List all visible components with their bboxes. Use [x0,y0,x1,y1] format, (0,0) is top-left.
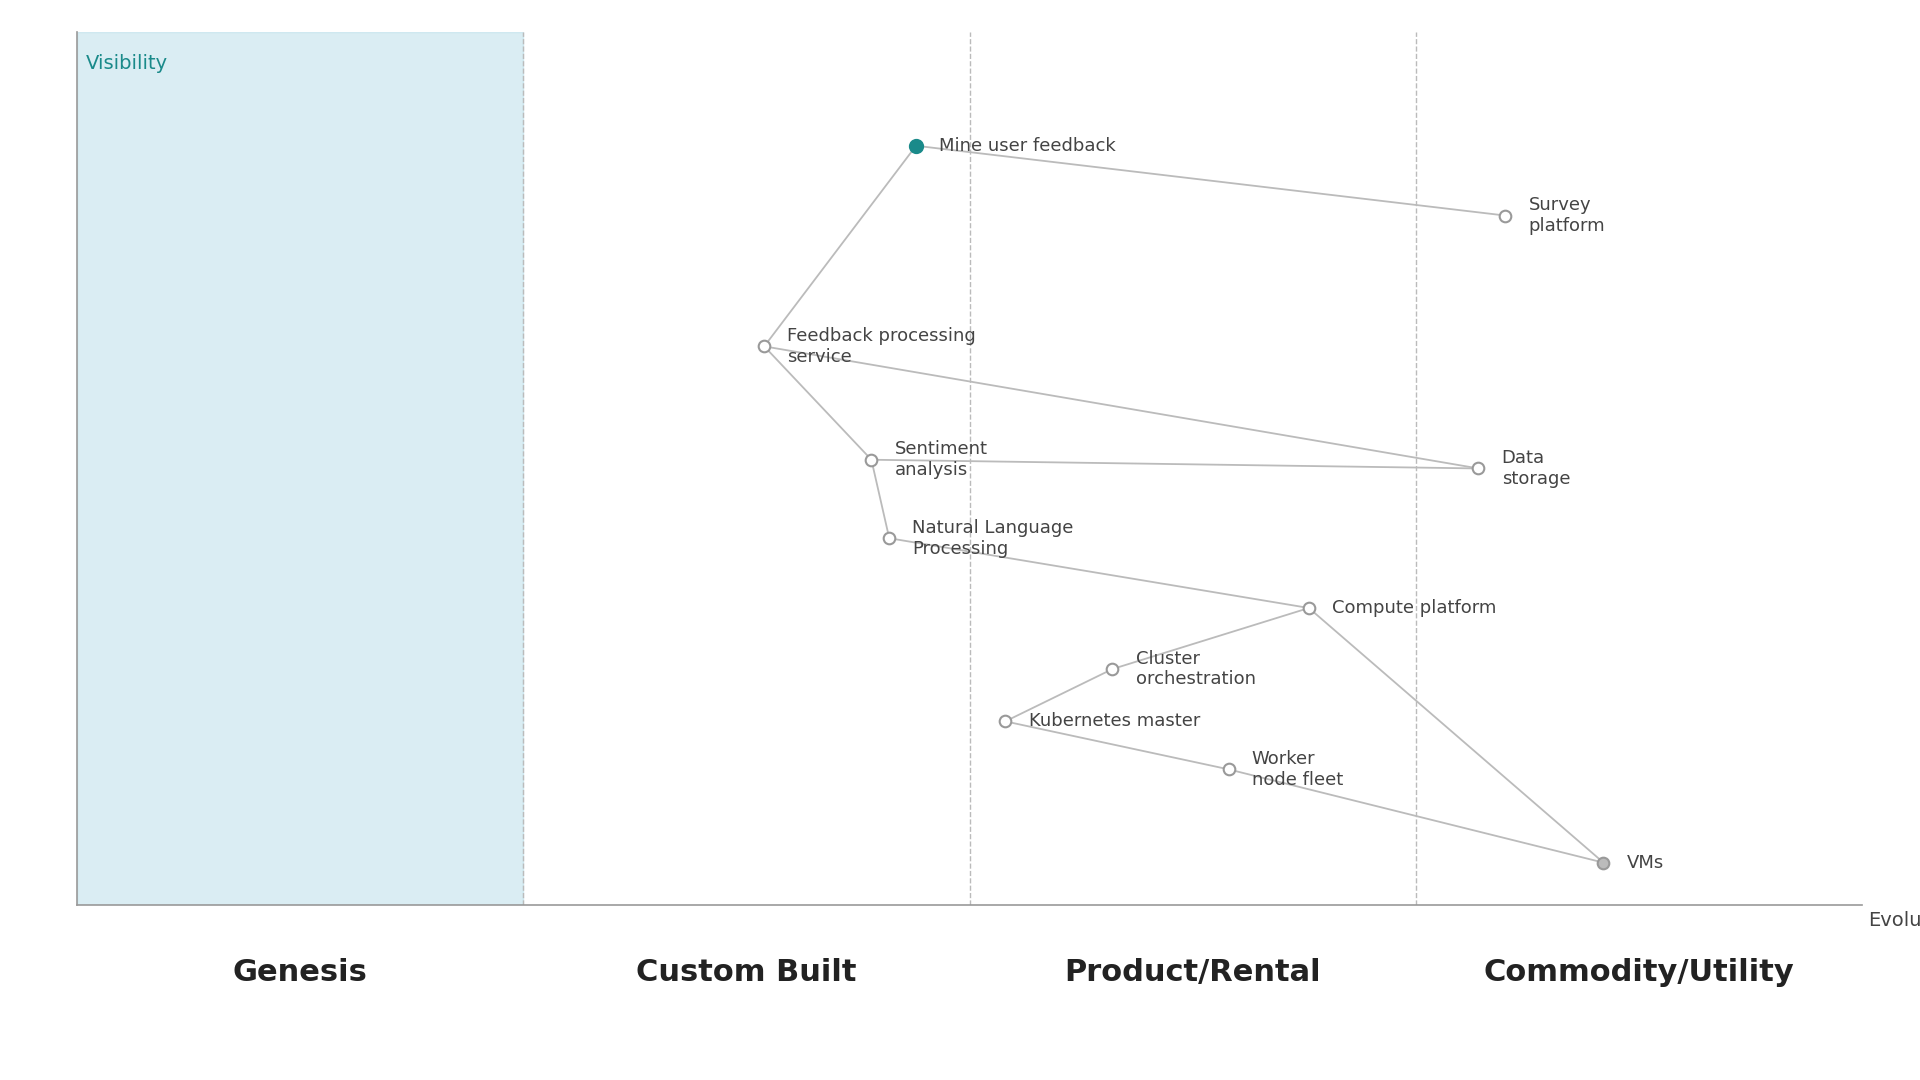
Point [856,451,887,469]
Text: Kubernetes master: Kubernetes master [1029,713,1200,730]
Point [1490,207,1521,225]
Point [1294,599,1325,617]
Point [1463,460,1494,477]
Text: Product/Rental: Product/Rental [1064,958,1321,987]
Text: Evolution: Evolution [1868,912,1920,931]
Point [991,713,1021,730]
Text: Compute platform: Compute platform [1332,599,1496,617]
Point [874,529,904,546]
Bar [77,32,522,905]
Point [1213,760,1244,778]
Text: Feedback processing
service: Feedback processing service [787,327,975,366]
Text: Genesis: Genesis [232,958,367,987]
Text: Cluster
orchestration: Cluster orchestration [1135,650,1256,688]
Point [1096,660,1127,677]
Text: Natural Language
Processing: Natural Language Processing [912,518,1073,557]
Text: Worker
node fleet: Worker node fleet [1252,750,1342,788]
Text: Mine user feedback: Mine user feedback [939,137,1116,154]
Text: Survey
platform: Survey platform [1528,197,1605,235]
Text: Sentiment
analysis: Sentiment analysis [895,441,987,480]
Text: Visibility: Visibility [86,54,167,73]
Text: Custom Built: Custom Built [636,958,856,987]
Point [749,338,780,355]
Text: Commodity/Utility: Commodity/Utility [1484,958,1795,987]
Text: VMs: VMs [1626,853,1665,872]
Text: Data
storage: Data storage [1501,449,1571,488]
Point [1588,854,1619,872]
Point [900,137,931,154]
